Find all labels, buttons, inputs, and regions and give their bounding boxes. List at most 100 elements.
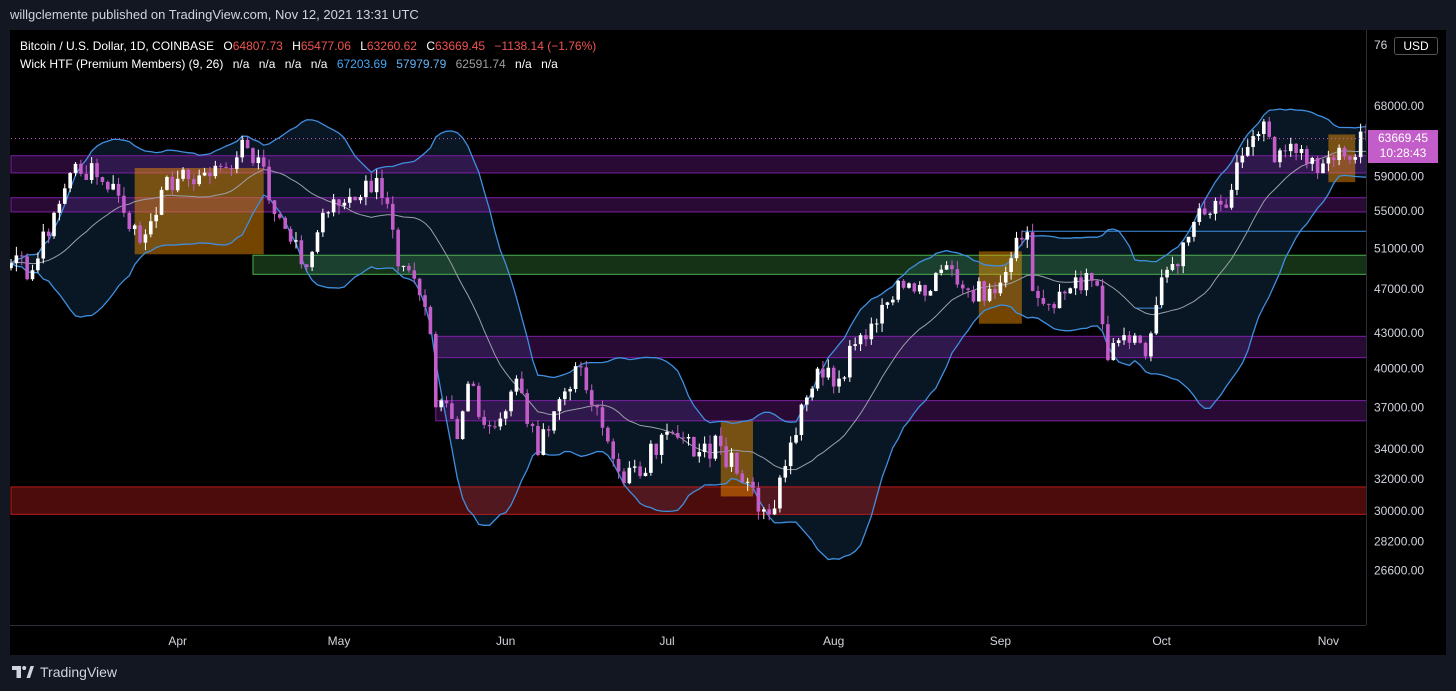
candle-body — [380, 177, 384, 198]
candle-body — [1315, 157, 1320, 174]
candle-body — [912, 283, 917, 292]
candle-body — [417, 278, 422, 296]
candle-body — [73, 163, 78, 174]
time-tick-label: Apr — [168, 634, 187, 648]
publish-header: willgclemente published on TradingView.c… — [0, 0, 1456, 30]
candle-body — [632, 466, 637, 468]
candle-body — [337, 199, 341, 206]
candle-body — [735, 452, 739, 474]
candle-body — [1014, 237, 1019, 259]
candle-body — [1348, 156, 1352, 160]
candle-body — [934, 273, 938, 291]
candle-body — [584, 367, 589, 391]
candle-body — [444, 400, 449, 404]
price-tick-label: 55000.00 — [1374, 204, 1424, 218]
candle-body — [1138, 335, 1142, 343]
currency-button[interactable]: USD — [1394, 37, 1438, 55]
candle-body — [627, 467, 632, 484]
time-tick-label: Jul — [659, 634, 674, 648]
candle-body — [1342, 147, 1347, 157]
last-price-value: 63669.45 — [1377, 130, 1429, 145]
candle-body — [315, 232, 320, 252]
indicator-na-3: n/a — [284, 57, 302, 71]
candle-body — [788, 442, 793, 467]
price-tick-label: 43000.00 — [1374, 326, 1424, 340]
price-tick-label: 28200.00 — [1374, 535, 1424, 549]
candle-body — [347, 196, 352, 203]
price-axis[interactable] — [1366, 30, 1447, 625]
candle-body — [95, 163, 99, 178]
candle-body — [616, 458, 621, 472]
price-tick-label: 47000.00 — [1374, 282, 1424, 296]
open-label: O — [223, 39, 233, 53]
candle-body — [159, 189, 164, 215]
candle-body — [181, 169, 185, 179]
candle-body — [708, 443, 712, 459]
close-value: 63669.45 — [435, 39, 486, 53]
candle-body — [1046, 303, 1051, 305]
candle-body — [1299, 149, 1304, 154]
candle-body — [138, 225, 142, 243]
candle-body — [1170, 264, 1175, 270]
candle-body — [1132, 335, 1137, 343]
candle-body — [1095, 280, 1099, 286]
time-axis[interactable] — [10, 625, 1366, 656]
candle-body — [611, 441, 616, 459]
band-upper-value: 67203.69 — [336, 57, 387, 71]
time-tick-label: Sep — [990, 634, 1012, 648]
candle-body — [960, 284, 965, 289]
candle-body — [503, 411, 508, 419]
candle-body — [595, 405, 599, 408]
candle-body — [1030, 232, 1035, 291]
candle-body — [100, 177, 105, 182]
candle-body — [224, 166, 228, 168]
band-fill — [11, 109, 1366, 560]
candle-body — [858, 335, 863, 345]
candle-body — [1127, 335, 1132, 343]
candle-body — [546, 429, 551, 431]
candle-body — [837, 378, 841, 387]
candle-body — [30, 270, 35, 280]
candle-body — [111, 183, 115, 190]
candle-body — [1283, 150, 1288, 152]
candle-body — [901, 280, 906, 288]
candle-body — [401, 265, 406, 267]
indicator-na-2: n/a — [258, 57, 276, 71]
candle-body — [423, 295, 427, 307]
candle-body — [460, 411, 465, 440]
candle-body — [998, 282, 1003, 294]
candle-body — [1364, 131, 1366, 133]
candle-body — [1337, 147, 1341, 161]
candle-body — [41, 231, 46, 259]
candle-body — [240, 139, 245, 158]
candle-body — [1143, 342, 1148, 357]
candle-body — [165, 176, 169, 190]
candle-body — [1122, 335, 1126, 341]
candle-body — [294, 240, 298, 242]
candle-body — [783, 466, 788, 478]
candle-body — [804, 397, 809, 405]
candle-body — [821, 368, 825, 378]
candle-body — [455, 418, 460, 440]
candle-body — [202, 172, 207, 176]
candle-body — [208, 172, 212, 177]
candle-body — [1208, 213, 1212, 215]
candle-body — [493, 426, 497, 428]
candle-body — [1224, 204, 1229, 208]
candle-body — [57, 203, 62, 213]
candle-body — [1116, 340, 1121, 344]
candle-body — [772, 508, 777, 515]
candle-body — [476, 385, 481, 417]
candle-body — [390, 203, 395, 230]
candle-body — [606, 427, 610, 442]
tradingview-logo[interactable]: TradingView — [12, 664, 117, 680]
candle-body — [692, 436, 696, 457]
indicator-na-1: n/a — [232, 57, 250, 71]
footer: TradingView — [0, 655, 1456, 691]
indicator-na-4: n/a — [310, 57, 328, 71]
candle-body — [1240, 155, 1245, 163]
candle-body — [197, 175, 201, 185]
candle-body — [353, 196, 357, 201]
candle-body — [1272, 136, 1277, 163]
